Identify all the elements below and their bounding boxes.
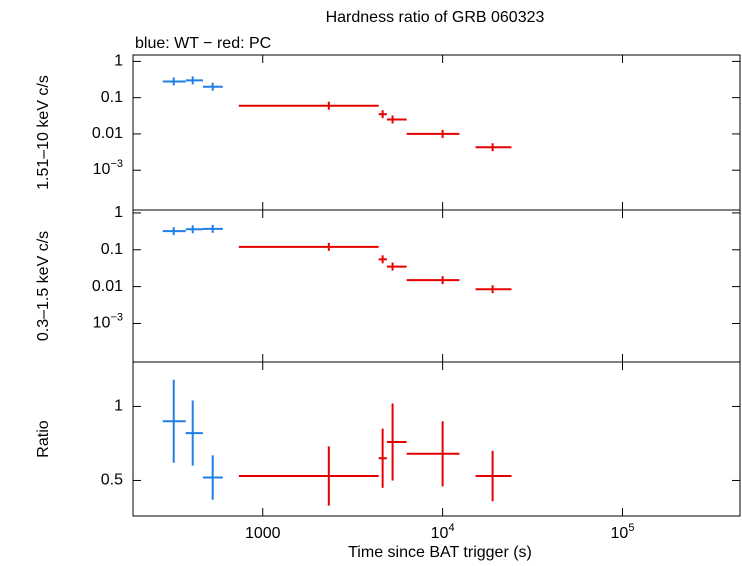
y-tick-label: 0.1 bbox=[101, 241, 123, 258]
plot-frame bbox=[132, 209, 741, 363]
tick-exponent: 4 bbox=[448, 522, 454, 534]
plot-frame bbox=[132, 361, 741, 517]
y-tick-label: 10−3 bbox=[93, 311, 123, 331]
x-tick-label: 1000 bbox=[245, 525, 281, 542]
x-tick-label: 105 bbox=[611, 522, 635, 542]
y-tick-label: 10−3 bbox=[93, 158, 123, 178]
y-tick-label: 0.01 bbox=[92, 125, 123, 142]
y-tick-label: 0.1 bbox=[101, 89, 123, 106]
y-tick-label: 1 bbox=[114, 53, 123, 70]
x-axis-label: Time since BAT trigger (s) bbox=[348, 544, 532, 561]
y-axis-label: 0.3–1.5 keV c/s bbox=[35, 231, 52, 341]
chart-title: Hardness ratio of GRB 060323 bbox=[326, 9, 545, 26]
y-tick-label: 0.01 bbox=[92, 278, 123, 295]
y-axis-label: 1.51–10 keV c/s bbox=[35, 75, 52, 190]
tick-exponent: −3 bbox=[110, 158, 123, 170]
tick-base: 10 bbox=[93, 161, 111, 178]
x-tick-label: 104 bbox=[431, 522, 455, 542]
tick-base: 10 bbox=[611, 525, 629, 542]
tick-exponent: 5 bbox=[628, 522, 634, 534]
tick-exponent: −3 bbox=[110, 311, 123, 323]
y-tick-label: 0.5 bbox=[101, 472, 123, 489]
tick-base: 10 bbox=[93, 315, 111, 332]
y-tick-label: 1 bbox=[114, 398, 123, 415]
y-axis-label: Ratio bbox=[35, 420, 52, 457]
plot-frame bbox=[132, 54, 741, 211]
tick-base: 10 bbox=[431, 525, 449, 542]
chart-subtitle: blue: WT − red: PC bbox=[135, 35, 271, 52]
y-tick-label: 1 bbox=[114, 204, 123, 221]
